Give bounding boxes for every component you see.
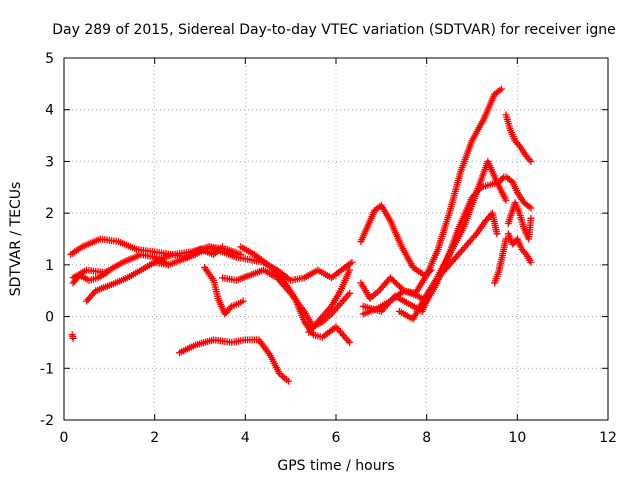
- plot-frame: [63, 57, 609, 421]
- data-series: [357, 85, 505, 302]
- data-point: [346, 289, 354, 297]
- x-tick-label: 2: [150, 430, 159, 446]
- data-point: [346, 266, 354, 274]
- data-series: [502, 111, 535, 165]
- data-points: [67, 85, 535, 385]
- y-tick-label: 0: [45, 310, 54, 326]
- data-series: [176, 336, 292, 385]
- data-point: [239, 297, 247, 305]
- y-tick-label: 1: [45, 258, 54, 274]
- data-point: [497, 85, 505, 93]
- y-tick-label: -1: [40, 361, 54, 377]
- x-tick-label: 8: [422, 430, 431, 446]
- data-point: [502, 235, 510, 243]
- data-series: [68, 331, 77, 342]
- x-tick-label: 10: [508, 430, 526, 446]
- data-series: [504, 199, 535, 243]
- chart-title: Day 289 of 2015, Sidereal Day-to-day VTE…: [52, 22, 615, 38]
- data-point: [226, 304, 234, 312]
- data-series: [237, 243, 354, 346]
- data-point: [493, 230, 501, 238]
- grid-lines: [63, 57, 609, 421]
- data-series: [151, 243, 356, 284]
- y-tick-label: 2: [45, 206, 54, 222]
- x-tick-label: 12: [599, 430, 617, 446]
- data-series: [504, 230, 535, 266]
- data-series: [69, 251, 172, 282]
- data-point: [527, 204, 535, 212]
- y-tick-label: 3: [45, 154, 54, 170]
- x-tick-label: 4: [241, 430, 250, 446]
- data-point: [69, 334, 77, 342]
- data-series: [357, 201, 435, 279]
- data-point: [527, 258, 535, 266]
- data-series: [359, 173, 508, 318]
- y-tick-label: -2: [40, 413, 54, 429]
- y-tick-label: 5: [45, 51, 54, 67]
- x-tick-label: 6: [332, 430, 341, 446]
- x-axis-label: GPS time / hours: [277, 458, 394, 474]
- data-series: [69, 269, 111, 287]
- y-tick-label: 4: [45, 103, 54, 119]
- data-point: [527, 214, 535, 222]
- data-series: [395, 209, 501, 323]
- x-tick-label: 0: [60, 430, 69, 446]
- data-series: [305, 266, 354, 336]
- data-series: [502, 173, 535, 212]
- y-axis-label: SDTVAR / TECUs: [8, 182, 24, 297]
- data-point: [527, 157, 535, 165]
- data-point: [284, 377, 292, 385]
- data-point: [346, 338, 354, 346]
- data-point: [348, 258, 356, 266]
- data-point: [502, 196, 510, 204]
- data-point: [103, 269, 111, 277]
- data-series: [201, 263, 247, 318]
- data-series: [491, 235, 510, 287]
